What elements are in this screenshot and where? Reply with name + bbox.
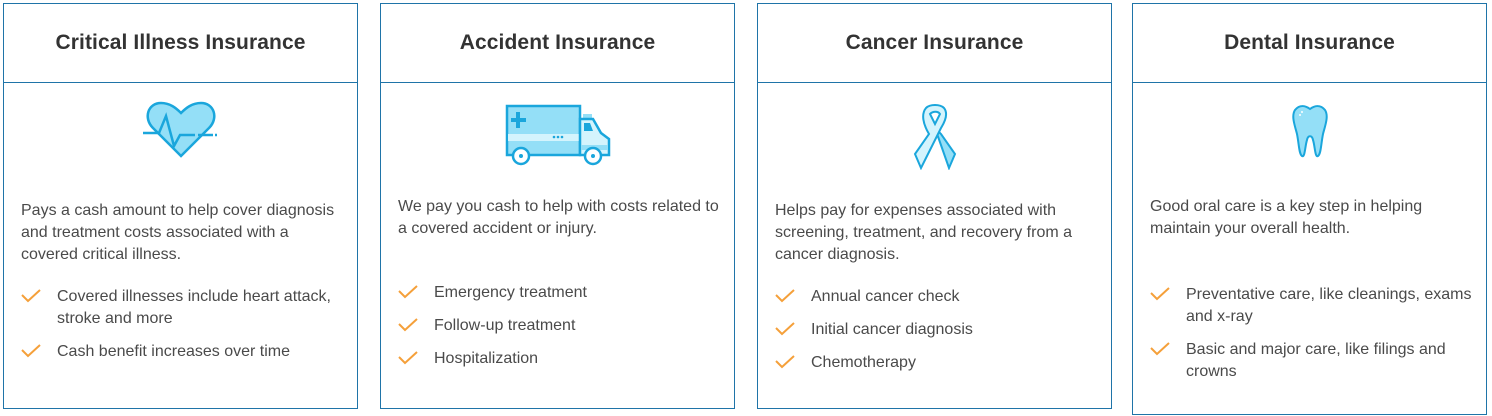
checkmark-icon [775,322,795,336]
feature-list: Covered illnesses include heart attack, … [21,286,347,374]
feature-item: Annual cancer check [775,286,1101,308]
card-header: Dental Insurance [1133,4,1486,83]
card-description: Good oral care is a key step in helping … [1150,198,1423,237]
feature-list: Emergency treatment Follow-up treatment … [398,282,724,381]
checkmark-icon [1150,287,1170,301]
checkmark-icon [398,318,418,332]
feature-list: Annual cancer check Initial cancer diagn… [775,286,1101,385]
card-header: Critical Illness Insurance [4,4,357,83]
card-title: Cancer Insurance [845,31,1024,54]
card-title: Dental Insurance [1224,31,1395,54]
heartbeat-icon [4,100,357,160]
ambulance-icon [381,104,734,166]
feature-item: Chemotherapy [775,352,1101,374]
checkmark-icon [21,289,41,303]
feature-item: Cash benefit increases over time [21,341,347,363]
feature-item: Initial cancer diagnosis [775,319,1101,341]
critical-illness-card: Critical Illness Insurance Pays a cash a… [3,3,358,409]
tooth-icon [1133,104,1486,160]
feature-list: Preventative care, like cleanings, exams… [1150,284,1476,394]
dental-card: Dental Insurance Good oral care is a key… [1132,3,1487,415]
card-title: Critical Illness Insurance [55,31,306,54]
feature-item: Covered illnesses include heart attack, … [21,286,347,330]
feature-item: Basic and major care, like filings and c… [1150,339,1476,383]
card-description: We pay you cash to help with costs relat… [398,198,719,237]
feature-item: Hospitalization [398,348,724,370]
cancer-card: Cancer Insurance Helps pay for expenses … [757,3,1112,409]
awareness-ribbon-icon [758,104,1111,170]
feature-item: Preventative care, like cleanings, exams… [1150,284,1476,328]
checkmark-icon [775,289,795,303]
card-header: Accident Insurance [381,4,734,83]
feature-item: Follow-up treatment [398,315,724,337]
card-title: Accident Insurance [459,31,656,54]
accident-card: Accident Insurance We pay you cash to he… [380,3,735,409]
checkmark-icon [775,355,795,369]
card-description: Helps pay for expenses associated with s… [775,202,1073,263]
feature-item: Emergency treatment [398,282,724,304]
checkmark-icon [398,285,418,299]
card-description: Pays a cash amount to help cover diagnos… [21,202,335,263]
card-header: Cancer Insurance [758,4,1111,83]
checkmark-icon [1150,342,1170,356]
checkmark-icon [398,351,418,365]
checkmark-icon [21,344,41,358]
